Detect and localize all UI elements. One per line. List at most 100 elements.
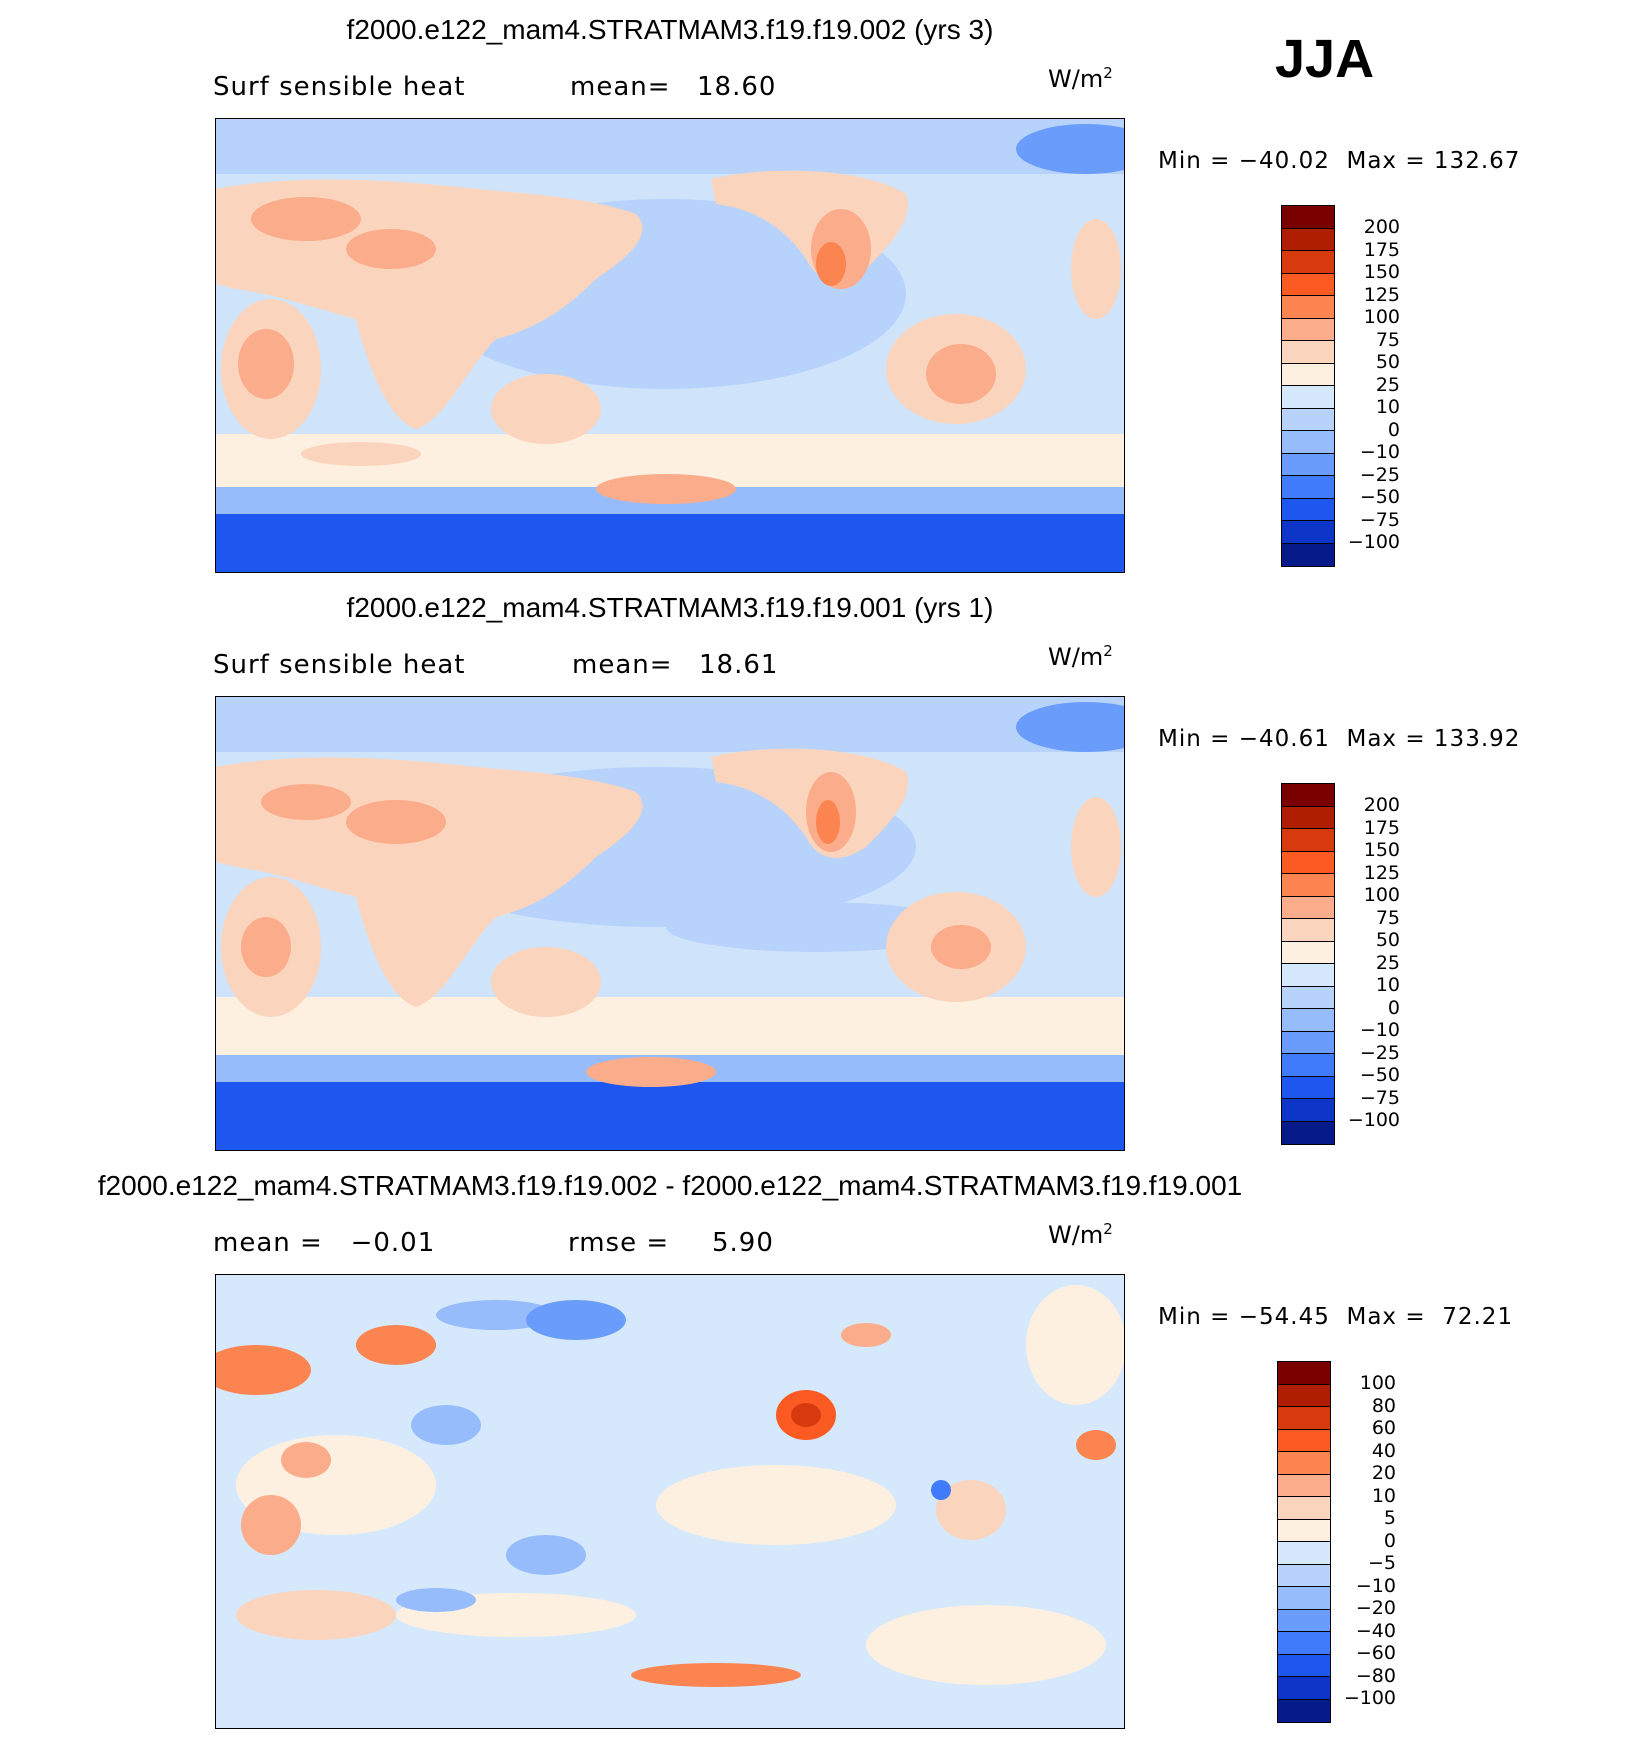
colorbar-swatch bbox=[1282, 1009, 1334, 1032]
colorbar-tick-label: 175 bbox=[1363, 816, 1400, 839]
colorbar-swatch bbox=[1282, 251, 1334, 274]
panel-1-mean-label: mean= bbox=[570, 72, 671, 102]
panel-2-units: W/m2 bbox=[1048, 642, 1113, 671]
colorbar-tick-label: −80 bbox=[1355, 1664, 1396, 1687]
panel-1-mean-value: 18.60 bbox=[697, 72, 777, 102]
colorbar-tick-label: 50 bbox=[1375, 929, 1400, 951]
colorbar-tick-label: −5 bbox=[1367, 1552, 1396, 1574]
colorbar-swatch bbox=[1282, 1076, 1334, 1099]
colorbar-tick-label: 60 bbox=[1371, 1417, 1396, 1439]
colorbar-tick-label: 80 bbox=[1371, 1394, 1396, 1417]
colorbar-tick-label: 0 bbox=[1383, 1529, 1396, 1552]
colorbar-swatch bbox=[1278, 1519, 1330, 1542]
panel-2-map bbox=[215, 696, 1125, 1151]
colorbar-tick-label: −100 bbox=[1347, 531, 1400, 553]
colorbar-tick-label: 50 bbox=[1375, 351, 1400, 373]
colorbar-swatch bbox=[1278, 1429, 1330, 1452]
colorbar-swatch bbox=[1278, 1474, 1330, 1497]
colorbar-swatch bbox=[1282, 386, 1334, 409]
panel-3-map bbox=[215, 1274, 1125, 1729]
colorbar-tick-label: 0 bbox=[1387, 418, 1400, 441]
panel-3-minmax: Min = −54.45 Max = 72.21 bbox=[1158, 1304, 1514, 1330]
colorbar-swatch bbox=[1278, 1609, 1330, 1632]
colorbar-swatch bbox=[1278, 1654, 1330, 1677]
colorbar-swatch bbox=[1282, 1121, 1334, 1144]
colorbar-swatch bbox=[1282, 851, 1334, 874]
panel-2-colorbar bbox=[1281, 783, 1335, 1145]
colorbar-swatch bbox=[1282, 1099, 1334, 1122]
colorbar-swatch bbox=[1282, 341, 1334, 364]
colorbar-tick-label: −60 bbox=[1355, 1642, 1396, 1664]
colorbar-tick-label: 200 bbox=[1363, 794, 1400, 816]
colorbar-swatch bbox=[1282, 363, 1334, 386]
season-label: JJA bbox=[1275, 29, 1375, 89]
colorbar-swatch bbox=[1282, 228, 1334, 251]
colorbar-swatch bbox=[1282, 941, 1334, 964]
colorbar-tick-label: −10 bbox=[1355, 1574, 1396, 1597]
colorbar-swatch bbox=[1282, 498, 1334, 521]
panel-1-colorbar-labels: 200 175 150 125 100 75 50 25 10 0 −10 −25 −50 −75 −100 bbox=[1330, 216, 1400, 554]
colorbar-tick-label: 200 bbox=[1363, 216, 1400, 238]
colorbar-swatch bbox=[1282, 521, 1334, 544]
panel-2-minmax: Min = −40.61 Max = 133.92 bbox=[1158, 726, 1521, 752]
colorbar-tick-label: 100 bbox=[1363, 884, 1400, 906]
colorbar-swatch bbox=[1278, 1497, 1330, 1520]
colorbar-tick-label: −75 bbox=[1359, 508, 1400, 531]
colorbar-swatch bbox=[1282, 273, 1334, 296]
panel-3-rmse-value: 5.90 bbox=[712, 1228, 774, 1258]
colorbar-swatch bbox=[1282, 318, 1334, 341]
colorbar-swatch bbox=[1282, 784, 1334, 807]
colorbar-tick-label: 25 bbox=[1375, 373, 1400, 396]
panel-2-variable-label: Surf sensible heat bbox=[213, 650, 466, 680]
colorbar-tick-label: −10 bbox=[1359, 441, 1400, 463]
colorbar-swatch bbox=[1278, 1677, 1330, 1700]
panel-1-map bbox=[215, 118, 1125, 573]
colorbar-tick-label: 10 bbox=[1375, 396, 1400, 418]
colorbar-swatch bbox=[1278, 1362, 1330, 1385]
colorbar-swatch bbox=[1282, 986, 1334, 1009]
colorbar-tick-label: 150 bbox=[1363, 261, 1400, 283]
panel-2-colorbar-labels: 200 175 150 125 100 75 50 25 10 0 −10 −25 −50 −75 −100 bbox=[1330, 794, 1400, 1132]
colorbar-tick-label: 175 bbox=[1363, 238, 1400, 261]
colorbar-tick-label: −100 bbox=[1347, 1109, 1400, 1131]
panel-3-title: f2000.e122_mam4.STRATMAM3.f19.f19.002 - … bbox=[97, 1170, 1243, 1201]
colorbar-tick-label: 75 bbox=[1375, 328, 1400, 351]
colorbar-tick-label: 40 bbox=[1371, 1439, 1396, 1462]
colorbar-tick-label: −10 bbox=[1359, 1019, 1400, 1041]
colorbar-tick-label: 75 bbox=[1375, 906, 1400, 929]
colorbar-swatch bbox=[1278, 1699, 1330, 1722]
colorbar-tick-label: −25 bbox=[1359, 463, 1400, 486]
panel-3-units: W/m2 bbox=[1048, 1220, 1113, 1249]
panel-1-minmax: Min = −40.02 Max = 132.67 bbox=[1158, 148, 1521, 174]
colorbar-swatch bbox=[1278, 1384, 1330, 1407]
colorbar-swatch bbox=[1278, 1564, 1330, 1587]
colorbar-swatch bbox=[1282, 1054, 1334, 1077]
colorbar-swatch bbox=[1282, 296, 1334, 319]
colorbar-swatch bbox=[1282, 919, 1334, 942]
colorbar-tick-label: −100 bbox=[1343, 1687, 1396, 1709]
colorbar-swatch bbox=[1282, 964, 1334, 987]
colorbar-swatch bbox=[1278, 1407, 1330, 1430]
colorbar-tick-label: 10 bbox=[1375, 974, 1400, 996]
panel-2-mean-value: 18.61 bbox=[699, 650, 779, 680]
panel-1-variable-label: Surf sensible heat bbox=[213, 72, 466, 102]
panel-3-colorbar bbox=[1277, 1361, 1331, 1723]
panel-3-colorbar-labels: 100 80 60 40 20 10 5 0 −5 −10 −20 −40 −60 −80 −100 bbox=[1326, 1372, 1396, 1710]
colorbar-tick-label: 150 bbox=[1363, 839, 1400, 861]
colorbar-swatch bbox=[1282, 206, 1334, 229]
colorbar-tick-label: −20 bbox=[1355, 1597, 1396, 1619]
colorbar-tick-label: 100 bbox=[1363, 306, 1400, 328]
panel-1-title: f2000.e122_mam4.STRATMAM3.f19.f19.002 (y… bbox=[346, 14, 994, 45]
panel-3-mean-stat: mean = −0.01 bbox=[213, 1228, 436, 1258]
colorbar-swatch bbox=[1278, 1587, 1330, 1610]
colorbar-swatch bbox=[1282, 829, 1334, 852]
colorbar-tick-label: −50 bbox=[1359, 486, 1400, 508]
colorbar-swatch bbox=[1282, 543, 1334, 566]
colorbar-tick-label: −50 bbox=[1359, 1064, 1400, 1086]
colorbar-swatch bbox=[1282, 408, 1334, 431]
colorbar-swatch bbox=[1278, 1632, 1330, 1655]
colorbar-tick-label: 10 bbox=[1371, 1484, 1396, 1507]
colorbar-swatch bbox=[1282, 806, 1334, 829]
colorbar-swatch bbox=[1282, 874, 1334, 897]
colorbar-swatch bbox=[1278, 1542, 1330, 1565]
